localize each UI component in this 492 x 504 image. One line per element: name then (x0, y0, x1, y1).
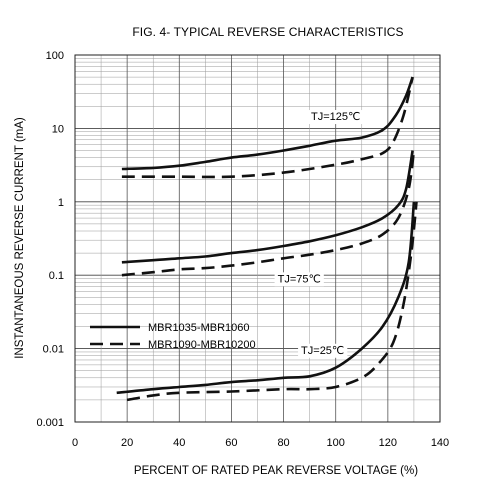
x-tick-label: 20 (121, 437, 133, 449)
x-tick-label: 0 (72, 437, 78, 449)
temperature-label: TJ=75℃ (278, 273, 321, 285)
grid (74, 54, 441, 423)
temperature-label: TJ=125℃ (311, 111, 360, 123)
y-tick-label: 100 (46, 50, 64, 62)
curve-annotations: TJ=125℃ TJ=75℃ TJ=25℃ (274, 110, 364, 358)
tick-labels: 0 20 40 60 80 100 120 140 0.001 0.01 0.1 1 10 100 (36, 50, 449, 449)
y-tick-label: 10 (52, 123, 64, 135)
series-line-solid-0 (121, 76, 414, 171)
x-tick-label: 100 (327, 437, 345, 449)
temperature-label-bg (298, 343, 348, 358)
x-tick-label: 40 (173, 437, 185, 449)
x-tick-label: 80 (277, 437, 289, 449)
x-axis-label: PERCENT OF RATED PEAK REVERSE VOLTAGE (%… (134, 465, 418, 477)
series-line-solid-4 (116, 201, 416, 395)
chart-title: FIG. 4- TYPICAL REVERSE CHARACTERISTICS (132, 25, 403, 39)
series-line-dashed-5 (126, 201, 418, 402)
x-tick-label: 120 (379, 437, 397, 449)
x-tick-label: 60 (225, 437, 237, 449)
legend-label-solid: MBR1035-MBR1060 (148, 322, 250, 334)
series-line-dashed-1 (121, 76, 414, 179)
legend-label-dashed: MBR1090-MBR10200 (148, 339, 256, 351)
curves (116, 76, 418, 402)
y-axis-label: INSTANTANEOUS REVERSE CURRENT (mA) (14, 117, 26, 359)
temperature-label: TJ=25℃ (301, 345, 344, 357)
y-tick-label: 1 (58, 197, 64, 209)
y-tick-label: 0.001 (36, 417, 64, 429)
series-line-dashed-3 (121, 150, 416, 277)
legend: MBR1035-MBR1060 MBR1090-MBR10200 (90, 322, 256, 351)
series-line-solid-2 (121, 150, 414, 264)
y-tick-label: 0.1 (49, 270, 64, 282)
temperature-label-bg (274, 272, 324, 287)
temperature-label-bg (308, 110, 364, 125)
plot-frame (74, 54, 441, 423)
y-tick-label: 0.01 (43, 344, 64, 356)
x-tick-label: 140 (431, 437, 449, 449)
